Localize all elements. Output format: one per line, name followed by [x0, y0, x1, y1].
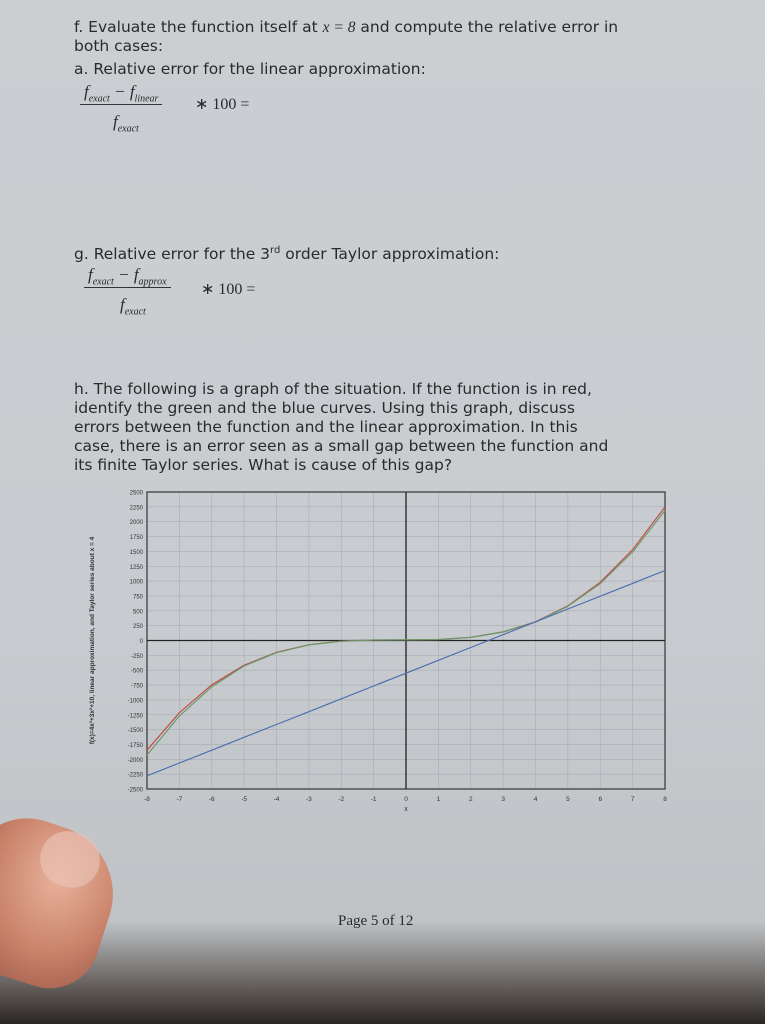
- x-tick-label: 7: [631, 796, 635, 803]
- x-tick-label: 4: [534, 796, 538, 803]
- y-tick-label: 0: [140, 639, 144, 645]
- x-tick-label: -1: [371, 796, 377, 803]
- x-tick-label: 6: [598, 796, 602, 803]
- y-tick-label: -2250: [128, 773, 144, 779]
- page-number: Page 5 of 12: [338, 913, 414, 929]
- y-tick-label: 2000: [130, 520, 144, 526]
- question-h-line: h. The following is a graph of the situa…: [74, 380, 592, 398]
- y-tick-label: 1750: [130, 535, 144, 541]
- y-tick-label: 2250: [130, 505, 144, 511]
- y-tick-label: 750: [133, 594, 144, 600]
- y-tick-label: 1250: [130, 565, 144, 571]
- y-tick-label: -750: [131, 684, 144, 690]
- y-tick-label: 1500: [130, 550, 144, 556]
- formula-linear-error: fexact − flinear fexact ∗ 100 =: [80, 82, 320, 142]
- question-h-line: its finite Taylor series. What is cause …: [74, 456, 453, 474]
- x-axis-label: x: [404, 806, 408, 813]
- question-g-label: g. Relative error for the 3rd order Tayl…: [74, 245, 500, 264]
- y-tick-label: -1750: [128, 743, 144, 749]
- y-tick-label: -1000: [128, 698, 144, 704]
- x-tick-label: -5: [241, 796, 247, 803]
- y-tick-label: -1500: [128, 728, 144, 734]
- y-tick-label: -500: [131, 669, 144, 675]
- x-tick-label: -2: [338, 796, 344, 803]
- x-tick-label: 3: [501, 796, 505, 803]
- x-equals-8: x = 8: [322, 19, 356, 36]
- x-tick-label: 8: [663, 796, 667, 803]
- question-h-line: errors between the function and the line…: [74, 418, 578, 436]
- x-tick-label: -3: [306, 796, 312, 803]
- x-tick-label: -7: [176, 796, 182, 803]
- function-graph: 25002250200017501500125010007505002500-2…: [89, 491, 667, 814]
- y-tick-label: -2500: [128, 788, 144, 794]
- x-tick-label: 1: [437, 796, 441, 803]
- linear-approximation-blue: [146, 569, 666, 777]
- x-tick-label: -4: [274, 796, 280, 803]
- y-tick-label: 250: [133, 624, 144, 630]
- question-h-line: identify the green and the blue curves. …: [74, 399, 575, 417]
- taylor-curve-green: [146, 510, 666, 756]
- x-tick-label: 0: [404, 796, 408, 803]
- y-tick-label: -250: [131, 654, 144, 660]
- question-a-label: a. Relative error for the linear approxi…: [74, 60, 426, 78]
- question-f-line2: both cases:: [74, 37, 164, 55]
- y-axis-label: f(x)=4x³+3x²+10, linear approximation, a…: [89, 536, 96, 744]
- x-tick-label: -6: [209, 796, 215, 803]
- formula-taylor-error: fexact − fapprox fexact ∗ 100 =: [84, 265, 324, 325]
- y-tick-label: 500: [133, 609, 144, 615]
- x-tick-label: 2: [469, 796, 473, 803]
- y-tick-label: -1250: [128, 713, 144, 719]
- y-tick-label: -2000: [128, 758, 144, 764]
- question-h-line: case, there is an error seen as a small …: [74, 437, 609, 455]
- y-tick-label: 1000: [130, 580, 144, 586]
- y-tick-label: 2500: [130, 491, 144, 497]
- x-tick-label: 5: [566, 796, 570, 803]
- x-tick-label: -8: [144, 796, 150, 803]
- question-f-line1: f. Evaluate the function itself at x = 8…: [74, 18, 619, 36]
